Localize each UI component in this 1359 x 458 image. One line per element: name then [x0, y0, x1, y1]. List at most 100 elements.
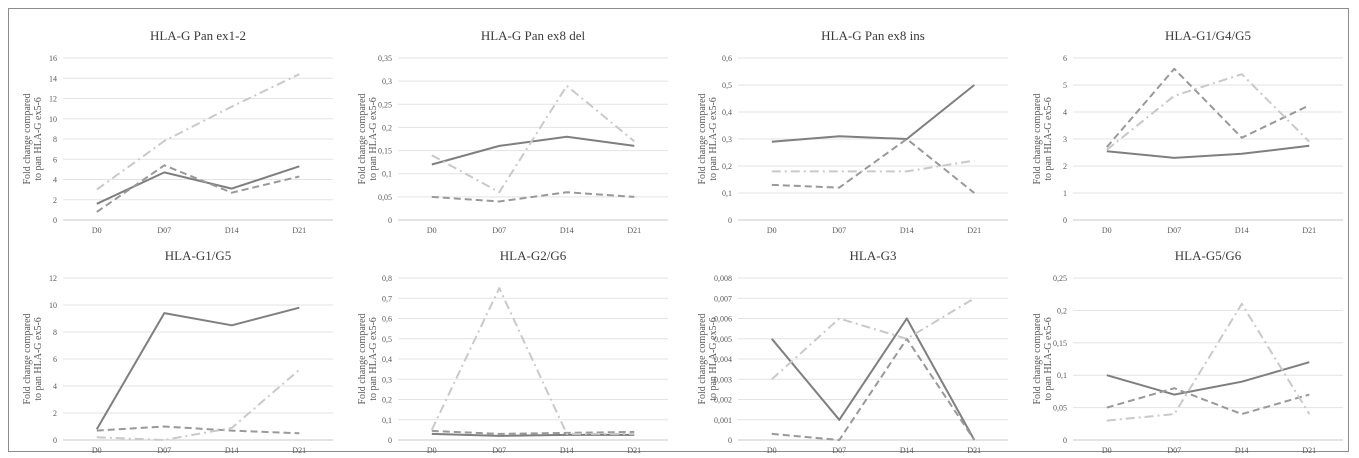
x-tick-label: D21 [292, 226, 306, 235]
series-line-dashed [771, 337, 976, 441]
y-tick-label: 0,005 [714, 335, 732, 344]
x-tick-label: D14 [1235, 446, 1249, 455]
y-tick-label: 2 [53, 196, 57, 205]
y-tick-label: 0,1 [1057, 371, 1067, 380]
y-tick-label: 4 [53, 176, 57, 185]
x-tick-label: D21 [1302, 226, 1316, 235]
x-tick-label: D21 [627, 446, 641, 455]
chart-2: HLA-G Pan ex8 del 0 0,05 0,1 0,15 0,2 0,25 0,3 0… [357, 28, 668, 235]
y-tick-label: 0 [1063, 216, 1067, 225]
y-tick-label: 0 [1063, 436, 1067, 445]
series-line-solid [1106, 361, 1310, 396]
y-axis-label: Fold change comparedto pan HLA-G ex5-6 [1032, 313, 1054, 404]
y-tick-label: 0,5 [382, 335, 392, 344]
x-tick-label: D07 [492, 226, 506, 235]
series-line-dash-dot [431, 84, 635, 194]
x-tick-label: D07 [1167, 226, 1181, 235]
x-tick-label: D14 [225, 226, 239, 235]
y-tick-label: 5 [1063, 81, 1067, 90]
y-tick-label: 0,6 [722, 54, 732, 63]
y-axis-label-line1: Fold change compared [697, 93, 708, 184]
y-tick-label: 0,1 [722, 189, 732, 198]
y-axis-label-line2: to pan HLA-G ex5-6 [708, 317, 719, 401]
y-tick-label: 0,05 [1053, 404, 1067, 413]
series-line-solid [771, 317, 976, 441]
y-tick-label: 0,008 [714, 274, 732, 283]
x-tick-label: D07 [157, 446, 171, 455]
y-tick-label: 16 [49, 54, 57, 63]
y-tick-label: 0,7 [382, 294, 392, 303]
y-tick-label: 0,4 [382, 355, 392, 364]
y-tick-label: 8 [53, 135, 57, 144]
x-tick-label: D07 [832, 446, 846, 455]
series-line-solid [431, 135, 635, 166]
x-tick-label: D14 [900, 446, 914, 455]
y-axis-label-line1: Fold change compared [1032, 93, 1043, 184]
y-tick-label: 0,4 [722, 108, 732, 117]
y-axis-label: Fold change comparedto pan HLA-G ex5-6 [357, 93, 379, 184]
y-tick-label: 0 [388, 436, 392, 445]
y-axis-label-line2: to pan HLA-G ex5-6 [1043, 97, 1054, 181]
x-tick-label: D07 [492, 446, 506, 455]
x-tick-label: D07 [832, 226, 846, 235]
y-tick-label: 0,25 [378, 100, 392, 109]
y-tick-label: 0,003 [714, 375, 732, 384]
chart-title: HLA-G1/G4/G5 [1165, 28, 1251, 43]
y-axis-label-line2: to pan HLA-G ex5-6 [708, 97, 719, 181]
y-axis-label-line2: to pan HLA-G ex5-6 [368, 97, 379, 181]
y-tick-label: 0,3 [382, 375, 392, 384]
chart-7: HLA-G3 0 0,001 0,002 0,003 0,004 0,005 0,006 0,0… [697, 248, 1008, 455]
x-tick-label: D0 [92, 446, 102, 455]
y-tick-label: 0,35 [378, 54, 392, 63]
chart-4: HLA-G1/G4/G5 0 1 2 3 4 5 6 D0 D07 D14 D21 Fold chang… [1032, 28, 1343, 235]
series-line-dash-dot [96, 369, 300, 441]
series-line-dashed [96, 425, 300, 435]
y-tick-label: 0,2 [382, 123, 392, 132]
x-tick-label: D14 [560, 226, 574, 235]
chart-1: HLA-G Pan ex1-2 0 2 4 6 8 10 12 14 16 D0 D07 D14 D21 F… [22, 28, 333, 235]
y-axis-label: Fold change comparedto pan HLA-G ex5-6 [22, 313, 44, 404]
chart-title: HLA-G Pan ex8 del [481, 28, 586, 43]
y-tick-label: 0 [388, 216, 392, 225]
y-tick-label: 6 [53, 355, 57, 364]
y-tick-label: 0,2 [382, 396, 392, 405]
y-tick-label: 10 [49, 115, 57, 124]
y-tick-label: 2 [1063, 162, 1067, 171]
y-axis-label-line1: Fold change compared [22, 93, 33, 184]
x-tick-label: D0 [767, 226, 777, 235]
y-tick-label: 0,007 [714, 294, 732, 303]
y-axis-label-line2: to pan HLA-G ex5-6 [1043, 317, 1054, 401]
series-line-dash-dot [1106, 73, 1311, 151]
y-tick-label: 12 [49, 274, 57, 283]
series-line-dashed [431, 429, 635, 435]
chart-5: HLA-G1/G5 0 2 4 6 8 10 12 D0 D07 D14 D21 Fold change… [22, 248, 333, 455]
chart-title: HLA-G2/G6 [500, 248, 567, 263]
chart-title: HLA-G5/G6 [1175, 248, 1242, 263]
y-tick-label: 0,001 [714, 416, 732, 425]
y-tick-label: 2 [53, 409, 57, 418]
x-tick-label: D07 [1167, 446, 1181, 455]
y-tick-label: 0,002 [714, 396, 732, 405]
y-tick-label: 0,1 [382, 170, 392, 179]
y-tick-label: 0,1 [382, 416, 392, 425]
y-tick-label: 0,3 [722, 135, 732, 144]
series-line-dash-dot [771, 159, 975, 173]
y-axis-label-line1: Fold change compared [357, 93, 368, 184]
y-tick-label: 0,25 [1053, 274, 1067, 283]
x-tick-label: D0 [427, 446, 437, 455]
series-line-dash-dot [96, 73, 300, 191]
chart-title: HLA-G Pan ex8 ins [821, 28, 925, 43]
y-axis-label: Fold change comparedto pan HLA-G ex5-6 [1032, 93, 1054, 184]
y-axis-label-line1: Fold change compared [357, 313, 368, 404]
series-line-dash-dot [771, 297, 975, 381]
y-tick-label: 1 [1063, 189, 1067, 198]
x-tick-label: D14 [560, 446, 574, 455]
y-axis-label-line1: Fold change compared [22, 313, 33, 404]
series-line-dashed [771, 138, 975, 194]
chart-title: HLA-G1/G5 [165, 248, 231, 263]
y-axis-label: Fold change comparedto pan HLA-G ex5-6 [22, 93, 44, 184]
y-tick-label: 0,5 [722, 81, 732, 90]
y-tick-label: 0,2 [722, 162, 732, 171]
y-tick-label: 6 [1063, 54, 1067, 63]
chart-title: HLA-G Pan ex1-2 [150, 28, 246, 43]
